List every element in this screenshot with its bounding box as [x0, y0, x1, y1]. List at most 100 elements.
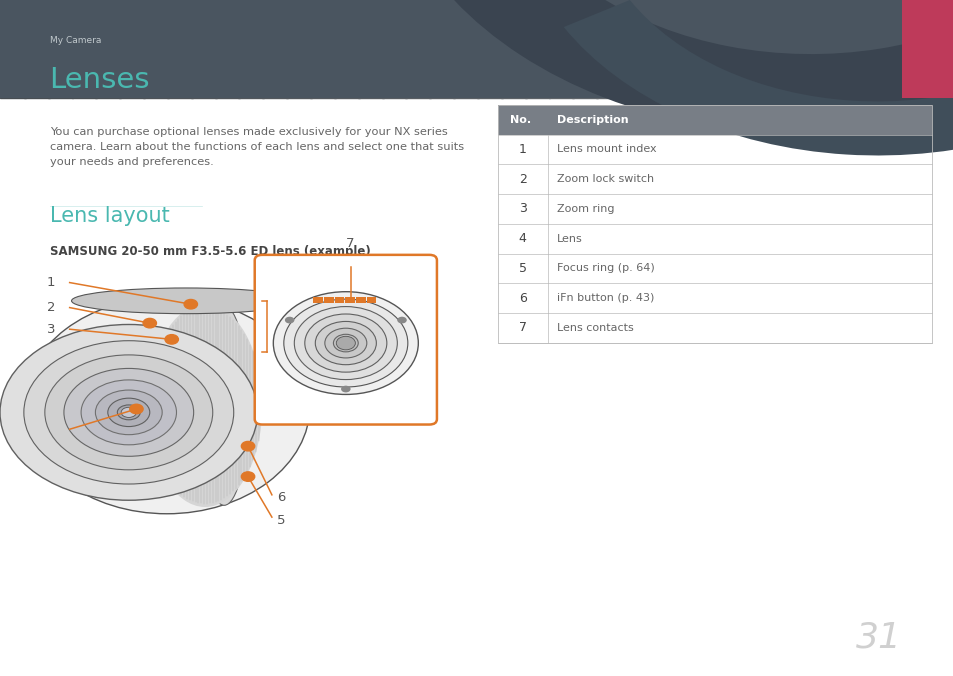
Ellipse shape — [200, 306, 248, 505]
Bar — [334, 0, 359, 98]
FancyBboxPatch shape — [254, 255, 436, 425]
Bar — [345, 297, 355, 303]
Bar — [262, 0, 288, 98]
Text: Zoom lock switch: Zoom lock switch — [557, 174, 654, 184]
Text: 4: 4 — [47, 422, 55, 436]
Bar — [762, 0, 788, 98]
Bar — [905, 0, 931, 98]
Text: iFn button (p. 43): iFn button (p. 43) — [557, 293, 654, 303]
Text: 5: 5 — [518, 262, 526, 275]
Text: 1: 1 — [47, 276, 55, 289]
Bar — [71, 0, 97, 98]
Ellipse shape — [108, 398, 150, 427]
Ellipse shape — [117, 405, 140, 420]
Bar — [619, 0, 645, 98]
Circle shape — [285, 316, 294, 324]
Bar — [324, 297, 334, 303]
Bar — [810, 0, 836, 98]
Text: No.: No. — [509, 115, 530, 124]
Ellipse shape — [71, 288, 300, 314]
Ellipse shape — [121, 407, 136, 417]
Bar — [548, 0, 574, 98]
Circle shape — [143, 318, 156, 328]
Text: 5: 5 — [276, 514, 285, 527]
Text: Lens contacts: Lens contacts — [557, 323, 633, 333]
Bar — [313, 297, 322, 303]
Text: 7: 7 — [518, 321, 526, 335]
Circle shape — [341, 385, 351, 392]
Circle shape — [335, 337, 355, 350]
Bar — [500, 0, 526, 98]
Text: 6: 6 — [276, 491, 285, 504]
Bar — [715, 0, 740, 98]
Ellipse shape — [0, 324, 257, 500]
Bar — [381, 0, 407, 98]
Bar — [24, 0, 50, 98]
Bar — [786, 0, 812, 98]
Ellipse shape — [81, 380, 176, 445]
Bar — [214, 0, 240, 98]
Ellipse shape — [64, 368, 193, 456]
Bar — [0, 0, 953, 98]
Bar — [143, 0, 169, 98]
Ellipse shape — [148, 304, 262, 507]
Text: 31: 31 — [855, 621, 901, 654]
Text: Lens mount index: Lens mount index — [557, 145, 656, 154]
Bar — [335, 297, 344, 303]
Circle shape — [241, 441, 254, 451]
Text: Zoom ring: Zoom ring — [557, 204, 614, 214]
Ellipse shape — [45, 355, 213, 470]
Bar — [572, 0, 598, 98]
Bar — [524, 0, 550, 98]
Circle shape — [396, 316, 406, 324]
Bar — [453, 0, 478, 98]
Bar — [429, 0, 455, 98]
Text: Lens: Lens — [557, 234, 582, 243]
Bar — [834, 0, 860, 98]
Text: 3: 3 — [518, 202, 526, 216]
Bar — [310, 0, 335, 98]
Text: 7: 7 — [346, 237, 355, 250]
Wedge shape — [563, 0, 953, 155]
Ellipse shape — [334, 334, 358, 352]
Ellipse shape — [294, 307, 397, 380]
Bar — [119, 0, 145, 98]
Text: Lens layout: Lens layout — [50, 206, 170, 226]
Bar — [596, 0, 621, 98]
Bar — [286, 0, 312, 98]
Bar — [739, 0, 764, 98]
Bar — [191, 0, 216, 98]
Text: 3: 3 — [47, 322, 55, 336]
Text: 2: 2 — [47, 301, 55, 314]
Bar — [355, 297, 365, 303]
Circle shape — [184, 299, 197, 309]
Text: SAMSUNG 20-50 mm F3.5-5.6 ED lens (example): SAMSUNG 20-50 mm F3.5-5.6 ED lens (examp… — [50, 245, 370, 258]
Ellipse shape — [284, 299, 408, 387]
Circle shape — [130, 404, 143, 414]
Bar — [95, 0, 121, 98]
Ellipse shape — [95, 390, 162, 435]
Bar — [405, 0, 431, 98]
Ellipse shape — [24, 341, 233, 484]
Text: Description: Description — [557, 115, 628, 124]
Bar — [367, 297, 376, 303]
Bar — [167, 0, 193, 98]
Bar — [497, 105, 931, 135]
Bar — [858, 0, 883, 98]
Circle shape — [241, 472, 254, 481]
Ellipse shape — [305, 314, 387, 372]
Text: 4: 4 — [518, 232, 526, 245]
Circle shape — [165, 335, 178, 344]
Bar — [238, 0, 264, 98]
Bar — [929, 0, 953, 98]
Bar — [0, 0, 26, 98]
Ellipse shape — [324, 328, 367, 358]
Text: 2: 2 — [518, 172, 526, 186]
Text: Focus ring (p. 64): Focus ring (p. 64) — [557, 264, 654, 273]
Ellipse shape — [24, 297, 310, 514]
Bar — [48, 0, 73, 98]
Bar — [643, 0, 669, 98]
Bar — [357, 0, 383, 98]
Bar — [667, 0, 693, 98]
Bar — [497, 105, 931, 343]
